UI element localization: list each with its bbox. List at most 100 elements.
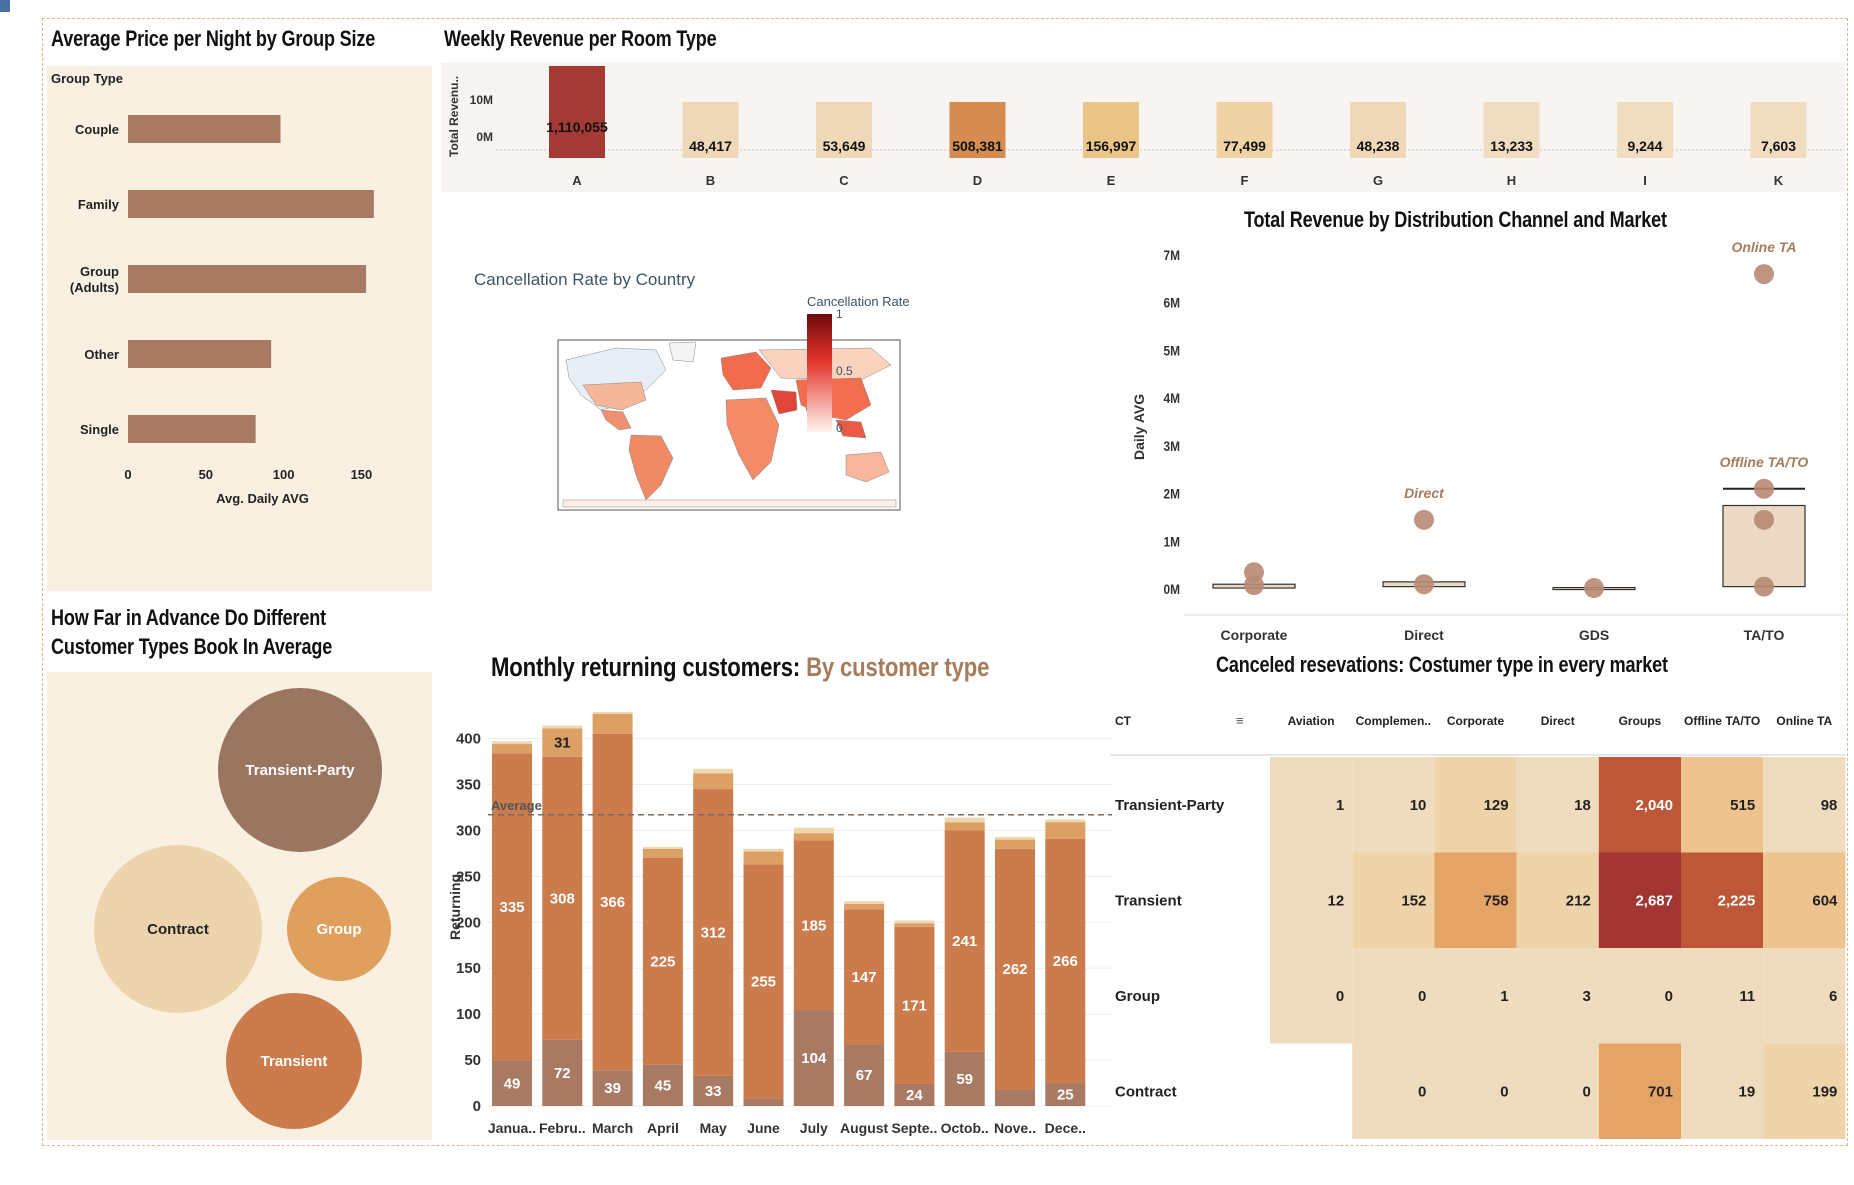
returning-title-accent: By customer type [806,652,990,682]
segment-value-label: 255 [751,974,776,991]
x-tick-label: 0 [124,467,131,482]
x-tick-label: Nove.. [994,1120,1036,1136]
corner-marker [0,0,10,12]
map-region-australia [845,451,890,483]
y-tick-label: 350 [456,776,481,793]
bar-single [128,415,256,443]
stack-segment-0 [542,1039,583,1106]
category-label: Couple [75,122,119,137]
canceled-panel: CT ≡ Aviation Complemen.. Corporate Direct Gro… [1110,695,1846,1145]
stack-segment-1 [844,909,885,1045]
row-label: Group [1115,988,1160,1005]
category-label: Other [84,347,119,362]
stack-segment-2 [492,744,532,754]
heatmap-cell [1516,757,1599,853]
cell-value-label: 1 [1336,797,1344,814]
point-ta-to [1754,509,1774,530]
bubble-transient-party [218,688,382,852]
y-tick-label: 7M [1163,247,1180,263]
colorbar-tick-label: 0.5 [836,364,853,378]
y-axis-title: Returning [447,874,463,940]
x-tick-label: I [1643,173,1647,188]
y-tick-label: 200 [456,914,481,931]
x-tick-label: Direct [1404,627,1444,643]
segment-value-label: 147 [852,969,877,986]
stack-segment-1 [894,926,935,1084]
cell-value-label: 604 [1812,892,1838,909]
segment-value-label: 225 [650,953,675,970]
stack-segment-2 [944,822,985,831]
x-tick-label: Febru.. [539,1120,586,1136]
advance-panel: Transient-Party Contract Group Transient [47,672,432,1140]
bar-value-label: 9,244 [1627,138,1662,154]
point-direct [1414,509,1434,530]
heatmap-cell [1434,948,1517,1044]
point-ta-to [1754,264,1774,285]
advance-title-line1: How Far in Advance Do Different [51,605,326,630]
cancellation-panel: Cancellation Rate by Country Cancellatio… [441,200,1121,530]
stack-segment-0 [894,1083,935,1106]
cell-value-label: 18 [1574,797,1591,814]
row-label: Transient-Party [1115,797,1225,814]
heatmap-cell [1434,1043,1517,1139]
heatmap-cell [1352,757,1435,853]
stack-segment-3 [944,817,985,823]
y-tick-label: 300 [456,822,481,839]
x-tick-label: March [592,1120,633,1136]
cell-value-label: 12 [1328,892,1345,909]
heatmap-cell [1270,1043,1353,1139]
segment-value-label: 241 [952,933,977,950]
heatmap-cell [1598,852,1681,948]
x-tick-label: April [647,1120,679,1136]
stack-segment-2 [693,773,734,790]
x-tick-label: Octob.. [941,1120,989,1136]
y-tick-label: 0M [1163,581,1180,597]
heatmap-cell [1516,852,1599,948]
x-tick-label: Janua.. [488,1120,536,1136]
colorbar-title: Cancellation Rate [807,294,910,309]
column-header: Corporate [1447,714,1505,728]
x-tick-label: B [706,173,715,188]
stack-segment-3 [1045,819,1086,823]
stack-segment-1 [793,840,834,1011]
row-label: Contract [1115,1083,1177,1100]
bubble-group [287,877,391,981]
cell-value-label: 2,040 [1635,797,1673,814]
stack-segment-0 [592,1070,633,1106]
average-label: Average [491,798,542,813]
stack-segment-2 [592,713,633,734]
x-tick-label: K [1774,173,1784,188]
cell-value-label: 515 [1730,797,1755,814]
bubble-contract [94,845,262,1013]
y-tick-label: 10M [470,93,493,107]
stack-segment-3 [693,768,734,774]
row-label: Transient [1115,892,1182,909]
cell-value-label: 2,687 [1635,892,1673,909]
stack-segment-1 [642,857,683,1065]
x-tick-label: Dece.. [1045,1120,1086,1136]
point-ta-to [1754,576,1774,597]
canceled-heatmap: CT ≡ Aviation Complemen.. Corporate Direct Gro… [1110,713,1846,1139]
y-tick-label: 150 [456,960,481,977]
weekly-revenue-chart: Total Revenu.. 10M 0M 1,110,055 A 48,417 B 53,6… [447,66,1845,188]
heatmap-cell [1270,948,1353,1044]
x-tick-label: D [973,173,982,188]
map-region-south-america [628,434,674,501]
category-label: Group [80,264,119,279]
point-direct [1414,574,1434,595]
sort-icon: ≡ [1236,713,1244,728]
stack-segment-3 [492,741,532,745]
x-tick-label: July [800,1120,828,1136]
stack-segment-2 [542,728,583,757]
cell-value-label: 758 [1484,892,1509,909]
heatmap-cell [1598,948,1681,1044]
bubble-label: Contract [147,921,209,938]
cell-value-label: 10 [1410,797,1427,814]
heatmap-cell [1270,757,1353,853]
column-header: Offline TA/TO [1684,714,1760,728]
category-label: Single [80,422,119,437]
weekly-revenue-title: Weekly Revenue per Room Type [444,26,717,51]
canceled-title: Canceled resevations: Costumer type in e… [1216,652,1668,677]
stack-segment-0 [743,1098,784,1106]
